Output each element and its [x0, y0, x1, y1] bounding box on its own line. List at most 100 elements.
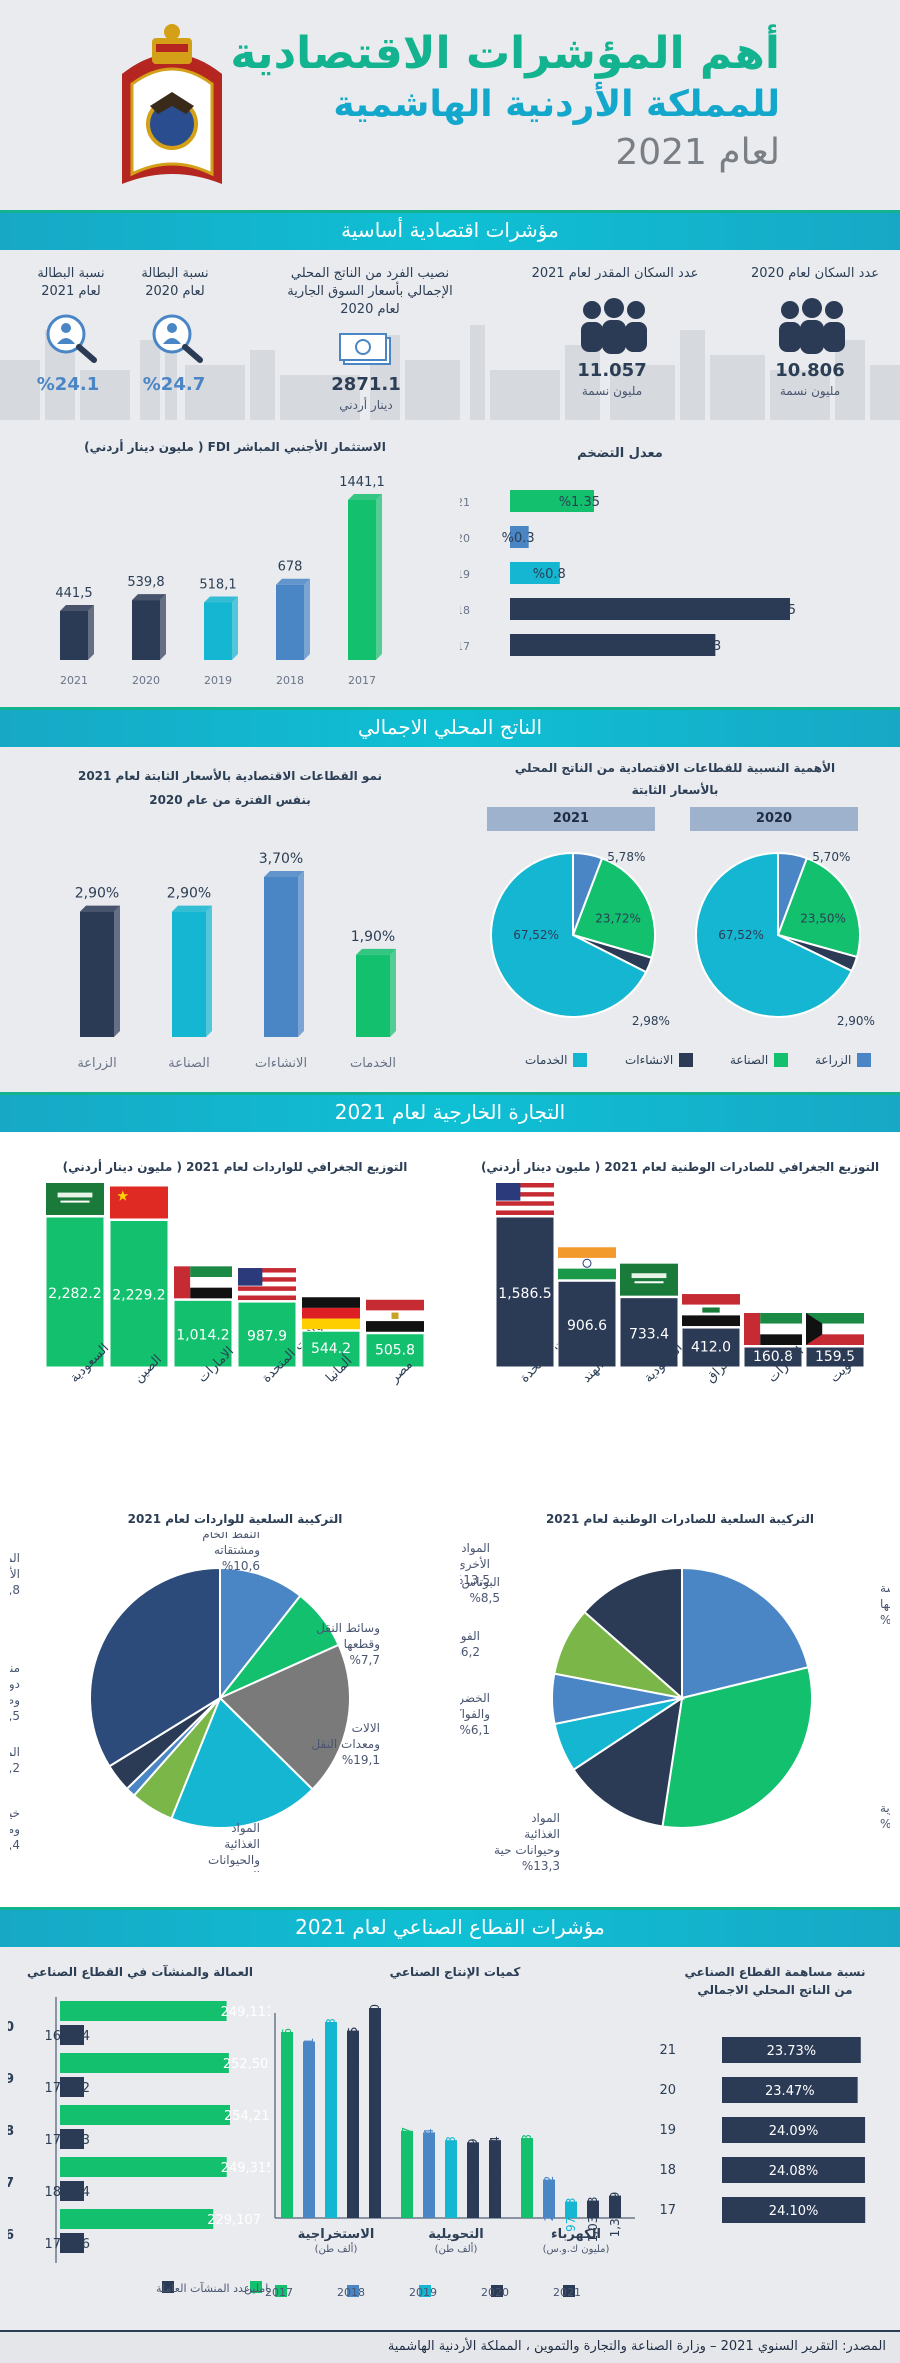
source-footer: المصدر: التقرير السنوي 2021 – وزارة الصن… — [0, 2330, 900, 2363]
geo-bar — [109, 1219, 169, 1368]
pie-value-label: 2,98% — [632, 1014, 670, 1028]
production-value-label: 11,575.3 — [324, 2018, 338, 2071]
production-bar — [281, 2031, 293, 2218]
employment-year: 2017 — [8, 2176, 14, 2191]
fdi-value-label: 678 — [278, 560, 303, 575]
employment-chart: 249,111 16,764 2020 252,505 17,392 2019 254,21… — [8, 1997, 270, 2295]
production-bar — [521, 2138, 533, 2218]
exports-comp-title: التركيبة السلعية للصادرات الوطنية لعام 2… — [545, 1512, 815, 1526]
section-title-basic: مؤشرات اقتصادية أساسية — [0, 210, 900, 250]
geo-bar — [237, 1301, 297, 1368]
sector-share-pies: 5,78% 23,72% 2,98% 67,52% 5,70% 23,50% 2,90% 67… — [490, 850, 875, 1028]
composition-category-label: المواد — [531, 1811, 560, 1826]
pie-slice-services — [695, 851, 854, 1018]
magnifier-person-icon — [46, 314, 97, 363]
production-group-label: الكهرباء — [551, 2227, 601, 2242]
composition-value-label: %5,4 — [10, 1838, 20, 1852]
fdi-chart: 441,5 2021 539,8 2020 518,1 2019 678 2018 1441,1… — [55, 475, 384, 687]
employment-workers-bar — [60, 2105, 230, 2125]
kw-flag-icon — [806, 1313, 864, 1345]
employment-workers-bar — [60, 2209, 214, 2229]
employment-workers-value: 229,107 — [207, 2213, 261, 2228]
composition-value-label: %19,1 — [342, 1753, 380, 1767]
geo-value-label: 1,014.2 — [176, 1328, 229, 1344]
legend-label: 2021 — [553, 2286, 581, 2299]
industry-share-bar — [722, 2157, 865, 2183]
inflation-year-label: 2018 — [460, 604, 470, 617]
industry-share-title-2: من الناتج المحلي الاجمالي — [697, 1983, 853, 1997]
composition-category-label: وقطعها — [344, 1637, 380, 1652]
production-bar — [401, 2130, 413, 2218]
legend-swatch — [774, 1053, 789, 1067]
pie-value-label: 2,90% — [837, 1014, 875, 1028]
production-value-label: 4,721.8 — [520, 2134, 534, 2180]
industry-share-year: 2017 — [660, 2203, 676, 2218]
geo-value-label: 544.2 — [311, 1341, 351, 1357]
industry-share-year: 2018 — [660, 2163, 676, 2178]
composition-value-label: %10,6 — [222, 1559, 260, 1573]
industry-share-bar — [722, 2117, 866, 2143]
employment-establishments-value: 18,204 — [45, 2185, 91, 2200]
composition-category-label: الالات — [352, 1721, 380, 1735]
imports-geo-title: التوزيع الجغرافي للواردات لعام 2021 ( مل… — [62, 1160, 408, 1174]
geo-bar — [619, 1297, 679, 1368]
composition-category-label: المواد — [461, 1541, 490, 1556]
production-bar — [369, 2008, 381, 2218]
production-bar — [467, 2142, 479, 2218]
legend-swatch — [563, 2285, 575, 2297]
pie-value-label: 67,52% — [513, 928, 559, 942]
production-bar — [445, 2140, 457, 2218]
geo-bar — [365, 1333, 425, 1368]
geo-bar — [557, 1280, 617, 1368]
production-value-label: 10,421.1 — [302, 2038, 316, 2091]
legend-item: الخدمات — [525, 1053, 588, 1067]
composition-category-label: الخضر — [460, 1691, 490, 1706]
industry-share-value: 23.47% — [765, 2084, 815, 2099]
header-title-line2: للمملكة الأردنية الهاشمية — [333, 84, 780, 125]
pie-slice-services — [490, 851, 648, 1018]
composition-value-label: %7,7 — [350, 1653, 381, 1667]
ae-flag-icon — [744, 1313, 802, 1345]
production-bar — [543, 2179, 555, 2218]
production-title: كميات الإنتاج الصناعي — [389, 1965, 521, 1979]
production-bar — [609, 2195, 621, 2218]
legend-label: الانشاءات — [625, 1053, 674, 1067]
cn-flag-icon — [110, 1186, 168, 1219]
composition-value-label: %6,2 — [460, 1645, 480, 1659]
employment-establishments-value: 17,392 — [45, 2081, 91, 2096]
growth-value-label: 3,70% — [259, 851, 303, 867]
composition-value-label: %13,3 — [522, 1859, 560, 1872]
exports-geo-title: التوزيع الجغرافي للصادرات الوطنية لعام 2… — [480, 1160, 880, 1174]
legend-label: الخدمات — [525, 1053, 568, 1067]
industry-share-bar — [722, 2037, 861, 2063]
pop2020-value: 10.806 — [775, 360, 845, 381]
growth-bar-top — [172, 905, 212, 912]
geo-value-label: 159.5 — [815, 1349, 855, 1365]
sa-flag-icon — [620, 1263, 678, 1296]
growth-bar-side — [298, 871, 304, 1037]
geo-bar — [45, 1216, 105, 1368]
header: أهم المؤشرات الاقتصادية للمملكة الأردنية… — [0, 0, 900, 210]
inflation-bar — [510, 634, 716, 656]
production-value-label: 5,150.7 — [400, 2127, 414, 2173]
inflation-value-label: %0.3 — [502, 531, 535, 546]
employment-establishments-value: 16,764 — [45, 2029, 91, 2044]
composition-category-label: دوائية — [10, 1677, 20, 1692]
unemp2020-label-2: لعام 2020 — [145, 284, 205, 299]
composition-category-label: الأخرى — [460, 1556, 490, 1572]
basic-indicators-band: عدد السكان لعام 2020 10.806 مليون نسمة ع… — [0, 250, 900, 710]
skyline-graphic — [0, 320, 900, 420]
employment-year: 2020 — [8, 2020, 14, 2035]
fdi-year-label: 2018 — [276, 674, 304, 687]
section-title-industry: مؤشرات القطاع الصناعي لعام 2021 — [0, 1907, 900, 1947]
legend-swatch — [162, 2281, 174, 2293]
fdi-bar — [60, 610, 88, 660]
imports-composition-pie: النفط الخام ومشتقاته%10,6 وسائط النقلوقطعه… — [10, 1532, 381, 1872]
composition-category-label: النفط الخام — [202, 1532, 260, 1541]
composition-value-label: %3,5 — [10, 1709, 20, 1723]
composition-category-label: خيوط نسيجية — [10, 1806, 20, 1821]
industry-band: نسبة مساهمة القطاع الصناعي من الناتج الم… — [0, 1947, 900, 2330]
composition-category-label: ومعدات النقل — [311, 1737, 380, 1752]
growth-category-label: الزراعة — [77, 1056, 116, 1071]
composition-category-label: وتوابعها — [880, 1597, 890, 1612]
